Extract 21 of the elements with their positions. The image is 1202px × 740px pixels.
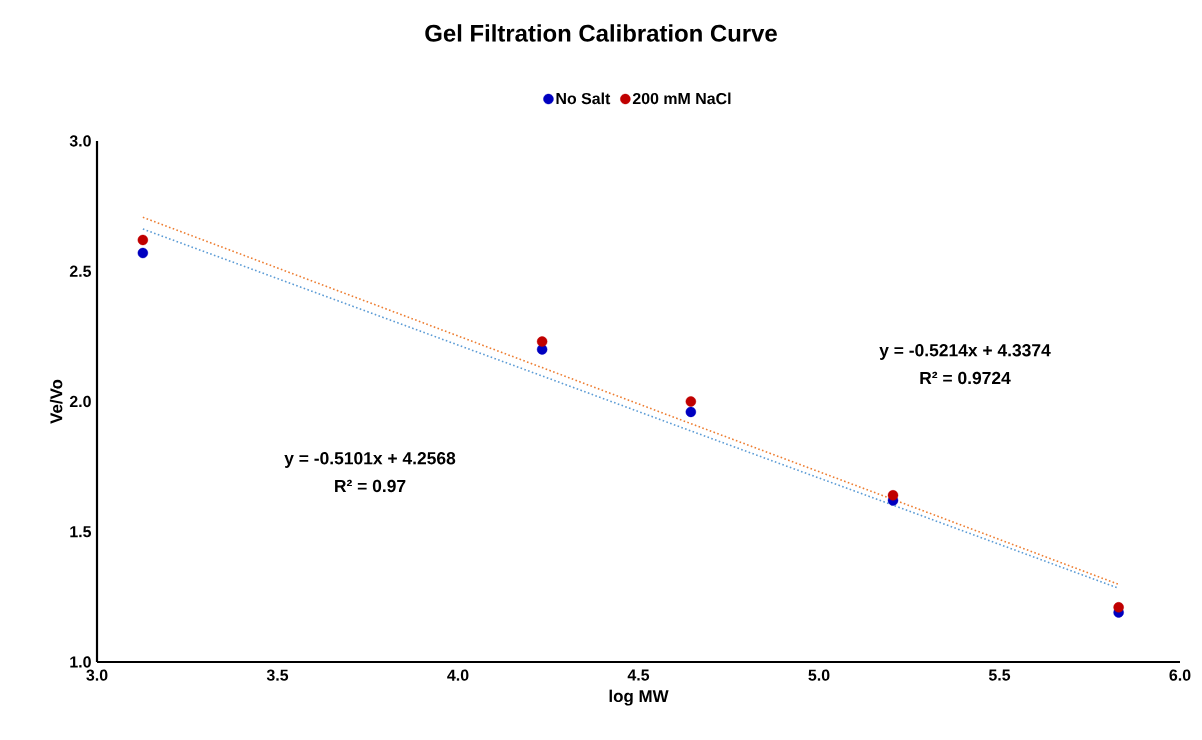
x-axis-title: log MW [609, 689, 669, 706]
x-tick-label: 5.5 [988, 669, 1011, 681]
annotation: R² = 0.97 [335, 479, 406, 493]
y-axis-title: Ve/Vo [49, 379, 63, 424]
legend-label: No Salt [556, 92, 611, 105]
x-tick-label: 4.5 [627, 669, 650, 681]
y-tick-label: 2.5 [69, 265, 92, 277]
x-tick-label: 3.0 [86, 669, 108, 681]
x-tick-label: 3.5 [266, 669, 289, 681]
chart-title: Gel Filtration Calibration Curve [425, 24, 777, 42]
x-tick-label: 6.0 [1169, 669, 1191, 681]
y-tick-label: 1.5 [70, 526, 92, 538]
y-tick-label: 2.0 [69, 395, 91, 408]
annotation: R² = 0.9724 [920, 371, 1011, 385]
legend-label: 200 mM NaCl [632, 92, 731, 105]
annotation: y = -0.5101x + 4.2568 [284, 452, 456, 468]
annotation: y = -0.5214x + 4.3374 [879, 344, 1051, 360]
x-tick-label: 4.0 [447, 669, 469, 681]
x-tick-label: 5.0 [808, 669, 830, 681]
y-tick-label: 1.0 [70, 656, 91, 668]
y-tick-label: 3.0 [69, 135, 91, 147]
